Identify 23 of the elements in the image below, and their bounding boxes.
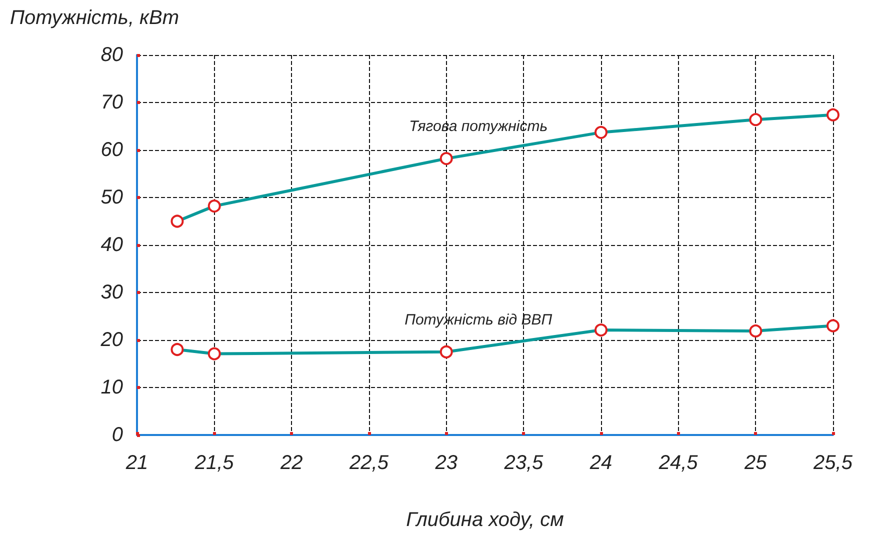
y-tick-label: 60 <box>100 139 123 161</box>
x-tick-label: 22,5 <box>348 452 390 474</box>
x-tick-label: 24,5 <box>658 452 699 474</box>
series-label: Потужність від ВВП <box>404 311 552 328</box>
y-tick-label: 40 <box>100 234 123 256</box>
x-tick-label: 23 <box>434 452 458 474</box>
y-tick-label: 70 <box>100 92 123 114</box>
y-tick-label: 10 <box>100 376 123 398</box>
x-tick-label: 21 <box>124 452 148 474</box>
x-tick-label: 21,5 <box>194 452 235 474</box>
y-tick-label: 30 <box>100 282 123 304</box>
y-axis-title: Потужність, кВт <box>10 7 180 29</box>
x-tick-label: 24 <box>588 452 612 474</box>
y-tick-label: 80 <box>100 44 123 66</box>
x-tick-label: 25,5 <box>812 452 854 474</box>
x-tick-label: 22 <box>280 452 303 474</box>
x-axis-title: Глибина ходу, см <box>406 509 564 531</box>
y-tick-label: 50 <box>100 186 123 208</box>
y-tick-label: 20 <box>100 329 123 351</box>
x-tick-label: 23,5 <box>503 452 544 474</box>
x-tick-label: 25 <box>744 452 768 474</box>
series-label: Тягова потужність <box>409 118 548 136</box>
y-tick-label: 0 <box>112 424 123 446</box>
